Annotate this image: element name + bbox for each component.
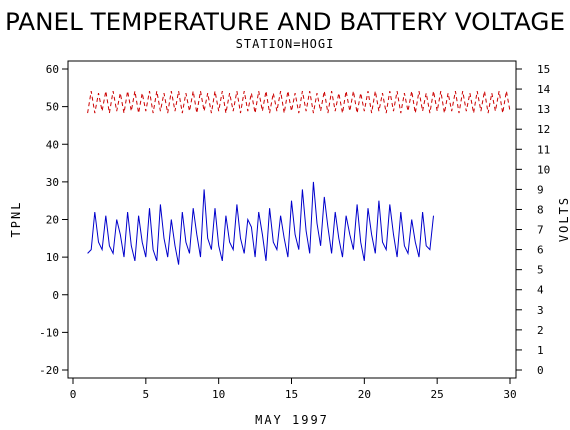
- left-tick-label: 40: [46, 138, 59, 151]
- left-tick-label: 50: [46, 101, 59, 114]
- right-tick-label: 8: [537, 203, 544, 216]
- left-axis-label: TPNL: [9, 201, 23, 238]
- x-tick-label: 5: [143, 388, 150, 401]
- right-tick-label: 6: [537, 244, 544, 257]
- right-tick-label: 7: [537, 224, 544, 237]
- right-tick-label: 12: [537, 123, 550, 136]
- left-tick-label: 0: [52, 289, 59, 302]
- series-layer: [87, 91, 511, 265]
- right-tick-label: 1: [537, 344, 544, 357]
- left-tick-label: 60: [46, 63, 59, 76]
- volts-series-line: [87, 91, 511, 114]
- x-tick-label: 0: [70, 388, 77, 401]
- x-tick-label: 15: [285, 388, 298, 401]
- tpnl-series-line: [87, 181, 434, 265]
- right-tick-label: 11: [537, 143, 550, 156]
- right-tick-label: 13: [537, 103, 550, 116]
- right-tick-label: 3: [537, 304, 544, 317]
- right-tick-label: 15: [537, 63, 550, 76]
- right-tick-label: 2: [537, 324, 544, 337]
- x-tick-label: 20: [358, 388, 371, 401]
- right-tick-label: 5: [537, 264, 544, 277]
- left-tick-label: 30: [46, 176, 59, 189]
- right-tick-label: 4: [537, 284, 544, 297]
- x-axis: 0 5 10 15 20 25 30: [70, 378, 517, 401]
- right-tick-label: 0: [537, 364, 544, 377]
- chart-subtitle: STATION=HOGI: [236, 37, 335, 51]
- right-tick-label: 10: [537, 163, 550, 176]
- x-axis-label: MAY 1997: [255, 413, 329, 427]
- right-tick-label: 9: [537, 183, 544, 196]
- x-tick-label: 10: [212, 388, 225, 401]
- left-tick-label: -10: [39, 326, 59, 339]
- left-tick-label: 20: [46, 214, 59, 227]
- chart-title: PANEL TEMPERATURE AND BATTERY VOLTAGE: [5, 8, 565, 36]
- left-tick-label: 10: [46, 251, 59, 264]
- left-tick-label: -20: [39, 364, 59, 377]
- right-axis-label: VOLTS: [557, 196, 570, 242]
- x-tick-label: 25: [431, 388, 444, 401]
- right-tick-label: 14: [537, 83, 551, 96]
- left-y-axis: -20 -10 0 10 20 30 40 50 60: [39, 63, 68, 377]
- x-tick-label: 30: [503, 388, 516, 401]
